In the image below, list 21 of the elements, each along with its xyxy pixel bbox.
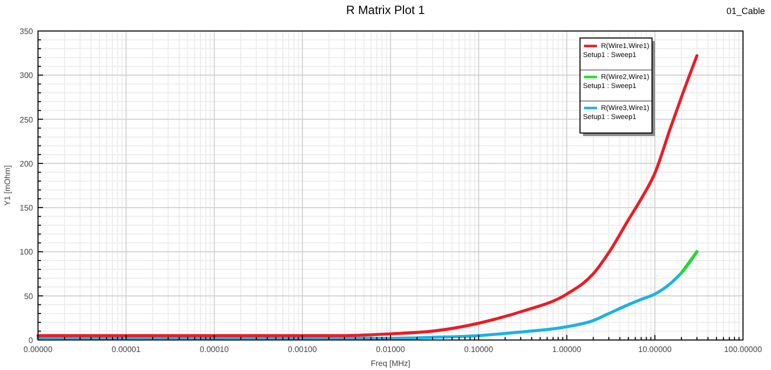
x-tick-label: 10.00000	[638, 345, 672, 354]
x-tick-label: 1.00000	[552, 345, 582, 354]
x-tick-label: 0.00000	[24, 345, 54, 354]
x-tick-label: 0.00100	[288, 345, 318, 354]
y-tick-label: 100	[20, 248, 34, 257]
x-tick-label: 0.00010	[200, 345, 230, 354]
y-tick-label: 50	[24, 292, 34, 301]
y-axis-title: Y1 [mOhm]	[3, 165, 12, 206]
y-tick-label: 250	[20, 115, 34, 124]
y-tick-label: 0	[28, 336, 34, 345]
chart-title: R Matrix Plot 1	[346, 3, 426, 17]
x-tick-label: 0.10000	[464, 345, 494, 354]
x-axis-title: Freq [MHz]	[370, 359, 410, 368]
x-tick-label: 100.00000	[724, 345, 762, 354]
x-tick-label: 0.01000	[376, 345, 406, 354]
text: 01_Cable	[726, 6, 765, 16]
y-tick-label: 350	[20, 27, 34, 36]
y-tick-label: 300	[20, 71, 34, 80]
y-tick-label: 150	[20, 204, 34, 213]
x-tick-label: 0.00001	[112, 345, 142, 354]
y-tick-label: 200	[20, 159, 34, 168]
